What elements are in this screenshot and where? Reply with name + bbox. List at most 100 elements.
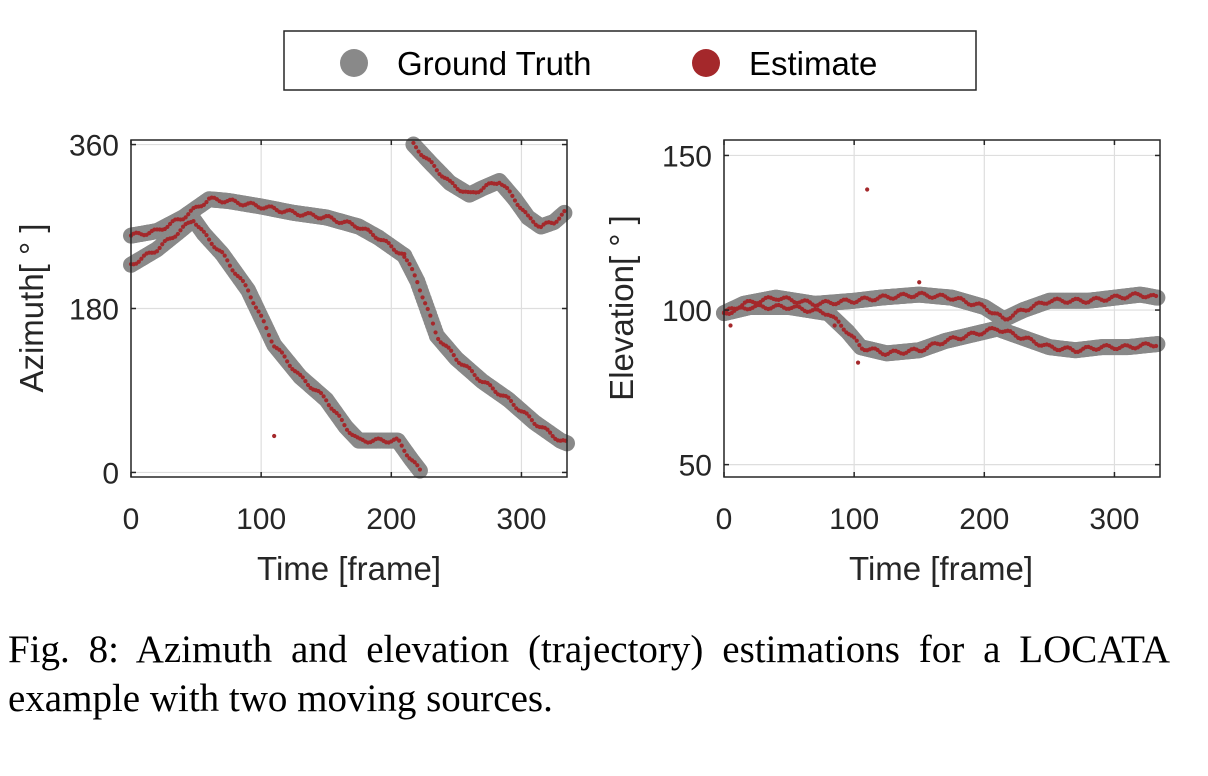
legend-box — [283, 30, 977, 91]
estimate-point — [557, 216, 562, 221]
estimate-point — [527, 414, 532, 419]
azimuth-x-tick-labels: 0 100 200 300 — [123, 503, 547, 536]
estimate-point — [222, 253, 227, 258]
estimate-point — [285, 359, 290, 364]
estimate-point — [180, 224, 186, 229]
estimate-point — [1010, 330, 1016, 336]
elevation-ticks — [723, 140, 1160, 477]
estimate-point — [246, 288, 251, 293]
legend-marker-ground-truth — [340, 49, 368, 77]
estimate-point — [199, 226, 204, 232]
ground-truth-point — [1149, 289, 1166, 306]
estimate-point — [505, 186, 510, 191]
estimate-point — [417, 467, 423, 472]
estimate-point — [264, 325, 269, 331]
estimate-point — [841, 327, 846, 332]
estimate-point — [428, 313, 433, 318]
y-tick-label: 50 — [679, 450, 712, 483]
legend-label-ground-truth: Ground Truth — [397, 45, 591, 82]
estimate-point — [415, 280, 420, 285]
estimate-point — [420, 295, 425, 300]
estimate-point — [1153, 343, 1159, 349]
estimate-point — [1031, 339, 1036, 344]
estimate-point — [318, 390, 324, 396]
estimate-point — [559, 212, 564, 217]
azimuth-y-axis-label: Azimuth[ ° ] — [13, 223, 50, 392]
estimate-point — [160, 242, 165, 247]
estimate-point — [432, 163, 437, 169]
estimate-point — [204, 233, 209, 238]
estimate-point — [337, 413, 342, 418]
estimate-point — [186, 212, 191, 217]
estimate-point — [253, 305, 259, 310]
estimate-point — [344, 427, 350, 432]
estimate-point — [334, 410, 339, 416]
estimate-point — [525, 213, 531, 218]
estimate-point — [339, 417, 344, 423]
estimate-outlier-point — [832, 323, 837, 328]
estimate-point — [528, 216, 533, 221]
estimate-point — [287, 363, 292, 368]
estimate-point — [437, 171, 442, 177]
estimate-point — [446, 345, 451, 350]
estimate-point — [305, 382, 311, 388]
azimuth-x-axis-label: Time [frame] — [257, 550, 441, 587]
estimate-point — [201, 202, 206, 207]
estimate-point — [298, 372, 303, 377]
estimate-point — [510, 193, 515, 198]
estimate-point — [524, 411, 529, 416]
estimate-point — [426, 157, 432, 162]
azimuth-y-tick-labels: 0 180 360 — [69, 130, 119, 491]
estimate-point — [220, 249, 225, 255]
estimate-outlier-point — [865, 187, 870, 192]
estimate-point — [854, 338, 859, 343]
legend-marker-estimate — [692, 49, 720, 77]
estimate-point — [833, 316, 839, 321]
estimate-point — [429, 160, 434, 165]
estimate-point — [389, 244, 394, 249]
x-tick-label: 0 — [123, 503, 140, 536]
estimate-point — [204, 200, 209, 205]
estimate-outlier-point — [728, 323, 733, 328]
estimate-point — [434, 168, 439, 173]
figure: Ground Truth Estimate 0 100 200 300 0 180 360… — [13, 30, 1166, 587]
legend: Ground Truth Estimate — [283, 30, 977, 91]
elevation-x-tick-labels: 0 100 200 300 — [716, 503, 1140, 536]
estimate-point — [248, 295, 253, 300]
azimuth-estimate-series — [128, 140, 568, 472]
estimate-point — [479, 188, 484, 193]
x-tick-label: 0 — [716, 503, 733, 536]
estimate-point — [515, 202, 520, 207]
estimate-point — [452, 183, 458, 189]
estimate-point — [404, 258, 410, 263]
legend-label-estimate: Estimate — [749, 45, 877, 82]
estimate-point — [547, 430, 553, 435]
estimate-point — [490, 386, 495, 391]
elevation-y-tick-labels: 50 100 150 — [662, 140, 712, 482]
estimate-point — [277, 347, 282, 352]
y-tick-label: 0 — [102, 457, 119, 490]
estimate-point — [230, 268, 235, 273]
estimate-point — [191, 219, 196, 224]
estimate-point — [303, 379, 308, 384]
estimate-point — [531, 219, 536, 224]
estimate-point — [407, 261, 412, 267]
x-tick-label: 200 — [959, 503, 1009, 536]
estimate-point — [175, 231, 180, 237]
estimate-point — [467, 365, 472, 371]
estimate-point — [488, 383, 493, 388]
elevation-y-axis-label: Elevation[ ° ] — [603, 215, 640, 401]
estimate-point — [391, 247, 397, 252]
estimate-point — [425, 306, 430, 312]
estimate-point — [416, 149, 421, 154]
estimate-point — [225, 258, 230, 263]
estimate-point — [136, 259, 141, 264]
estimate-point — [506, 395, 511, 400]
estimate-point — [423, 301, 428, 306]
estimate-point — [451, 352, 456, 358]
estimate-point — [397, 438, 402, 443]
estimate-point — [167, 221, 173, 227]
x-tick-label: 100 — [236, 503, 286, 536]
estimate-point — [523, 210, 528, 215]
estimate-point — [256, 309, 261, 314]
